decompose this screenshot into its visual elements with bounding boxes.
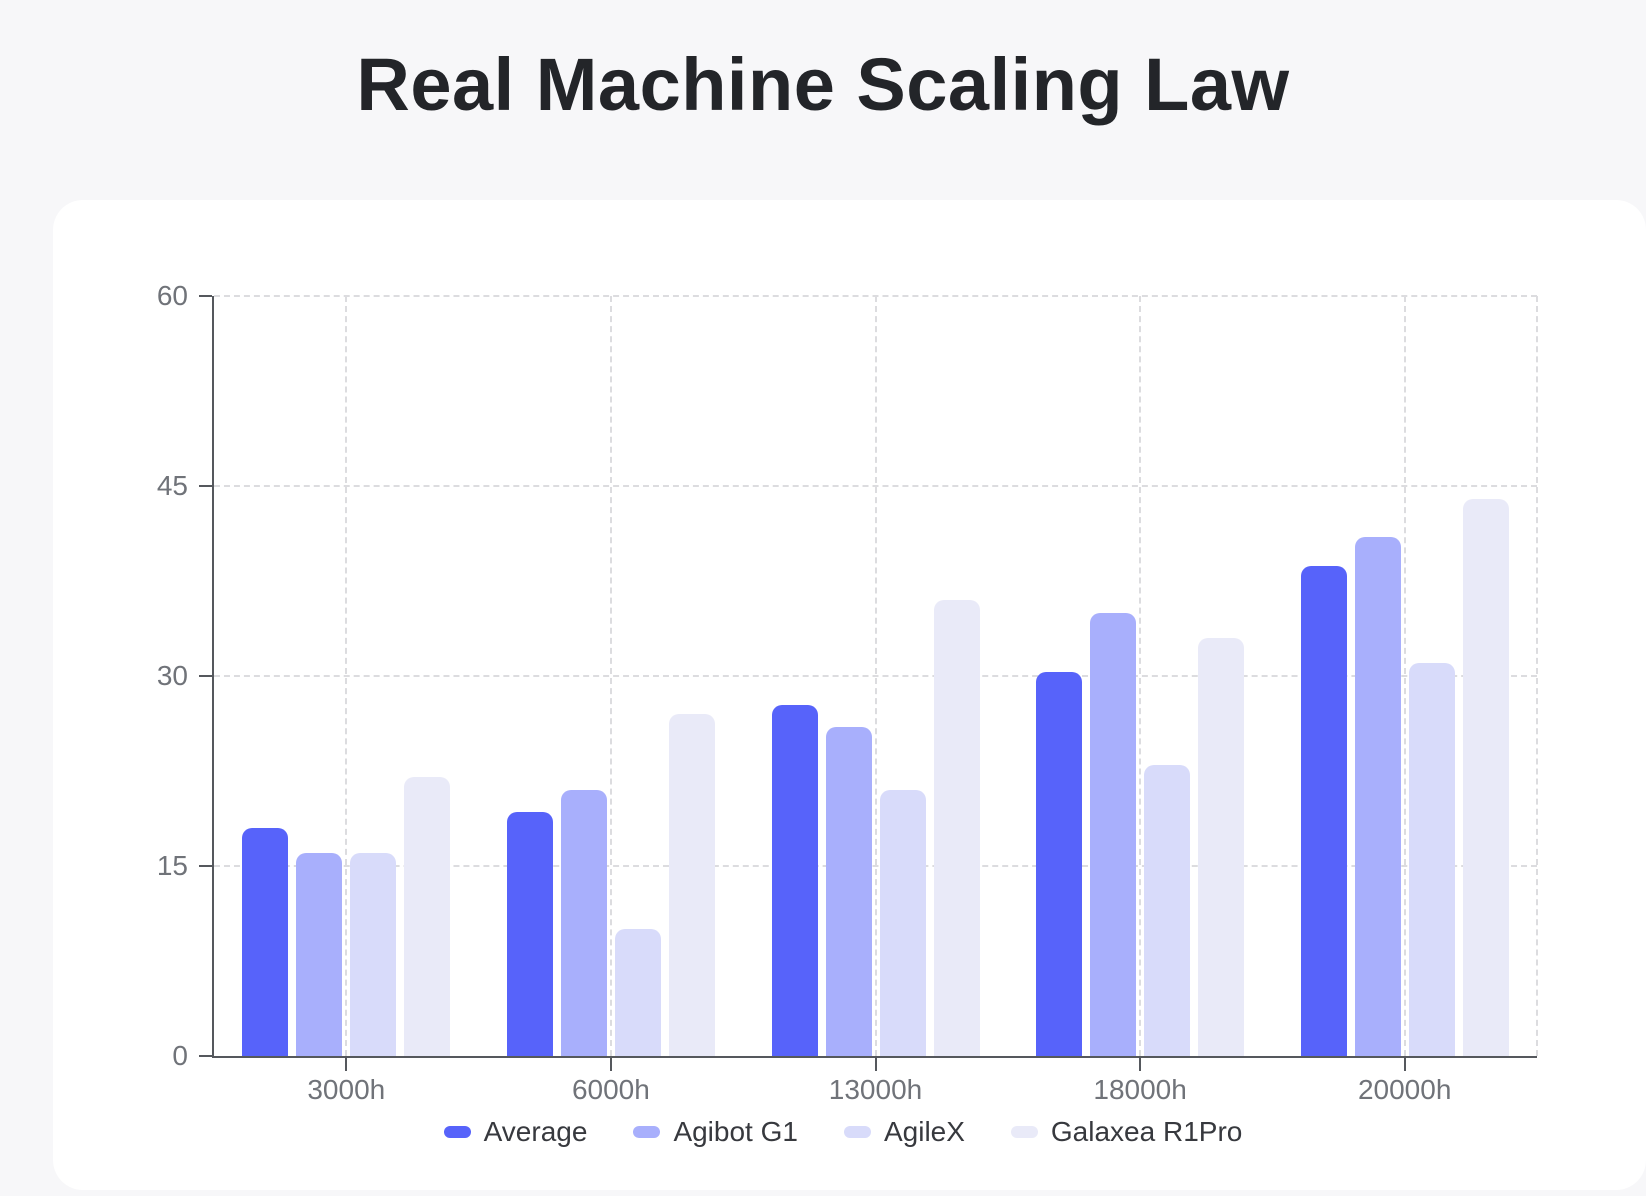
bar-average-3000h[interactable] <box>242 828 289 1056</box>
bar-average-18000h[interactable] <box>1036 672 1083 1056</box>
chart-card: 0 15 30 45 60 3000h 6000h 13000h 18000h 20000h Av… <box>53 200 1646 1190</box>
y-axis-tick <box>199 865 212 867</box>
y-axis-label: 60 <box>156 280 188 311</box>
legend-swatch-icon <box>843 1126 871 1138</box>
legend-item-agibot-g1[interactable]: Agibot G1 <box>633 1118 798 1146</box>
bar-agilex-13000h[interactable] <box>879 790 926 1056</box>
legend-label: AgileX <box>883 1116 965 1147</box>
bar-agibot-g1-18000h[interactable] <box>1090 612 1137 1056</box>
x-axis-tick <box>609 1058 612 1071</box>
gridline-vertical <box>345 296 348 1056</box>
bar-average-13000h[interactable] <box>771 705 818 1056</box>
x-axis-label: 6000h <box>571 1074 650 1105</box>
bar-agilex-18000h[interactable] <box>1144 764 1191 1056</box>
y-axis-label: 30 <box>156 660 188 691</box>
y-axis-tick <box>199 295 212 297</box>
bar-agibot-g1-6000h[interactable] <box>560 790 607 1056</box>
bar-average-6000h[interactable] <box>506 811 553 1056</box>
x-axis-tick <box>1139 1058 1142 1071</box>
legend-item-average[interactable]: Average <box>443 1116 588 1147</box>
bar-agibot-g1-3000h[interactable] <box>296 853 343 1056</box>
legend-item-galaxea-r1pro[interactable]: Galaxea R1Pro <box>1010 1116 1243 1147</box>
x-axis-line <box>212 1056 1537 1058</box>
x-axis-label: 18000h <box>1093 1074 1187 1105</box>
bar-average-20000h[interactable] <box>1300 565 1347 1056</box>
chart-title: Real Machine Scaling Law <box>356 43 1290 126</box>
x-axis-tick <box>874 1058 877 1071</box>
x-axis-tick <box>345 1058 348 1071</box>
bar-agibot-g1-13000h[interactable] <box>825 726 872 1056</box>
bar-galaxea-r1pro-3000h[interactable] <box>404 777 451 1056</box>
legend-label: Agibot G1 <box>673 1116 798 1147</box>
gridline-vertical <box>1536 296 1538 1056</box>
legend-swatch-icon <box>1010 1126 1038 1138</box>
gridline-vertical <box>1139 296 1142 1056</box>
bar-agilex-6000h[interactable] <box>614 929 661 1056</box>
y-axis-label: 0 <box>172 1040 188 1071</box>
legend-label: Average <box>483 1116 588 1147</box>
bar-galaxea-r1pro-18000h[interactable] <box>1198 638 1245 1056</box>
y-axis-tick <box>199 675 212 677</box>
legend-item-agilex[interactable]: AgileX <box>843 1116 965 1147</box>
legend: Average Agibot G1 AgileX Galaxea R1Pro <box>153 1118 1533 1146</box>
y-axis-tick <box>199 1055 212 1057</box>
bar-galaxea-r1pro-13000h[interactable] <box>933 600 980 1056</box>
gridline-vertical <box>874 296 877 1056</box>
x-axis-label: 13000h <box>828 1074 923 1105</box>
bar-galaxea-r1pro-20000h[interactable] <box>1462 498 1509 1056</box>
gridline-vertical <box>1403 296 1406 1056</box>
x-axis-tick <box>1403 1058 1406 1071</box>
legend-swatch-icon <box>633 1126 661 1138</box>
y-axis-tick <box>199 485 212 487</box>
y-axis-label: 15 <box>156 850 188 881</box>
y-axis-line <box>212 296 214 1058</box>
x-axis-label: 3000h <box>307 1074 386 1105</box>
bar-agilex-20000h[interactable] <box>1408 663 1455 1056</box>
bar-agilex-3000h[interactable] <box>350 853 397 1056</box>
y-axis-label: 45 <box>156 470 188 501</box>
x-axis-label: 20000h <box>1357 1074 1452 1105</box>
legend-label: Galaxea R1Pro <box>1050 1116 1243 1147</box>
legend-swatch-icon <box>443 1126 471 1138</box>
bar-galaxea-r1pro-6000h[interactable] <box>668 714 715 1056</box>
bar-agibot-g1-20000h[interactable] <box>1354 536 1401 1056</box>
gridline-vertical <box>609 296 612 1056</box>
plot-area: 0 15 30 45 60 3000h 6000h 13000h 18000h 20000h <box>157 282 1538 1104</box>
